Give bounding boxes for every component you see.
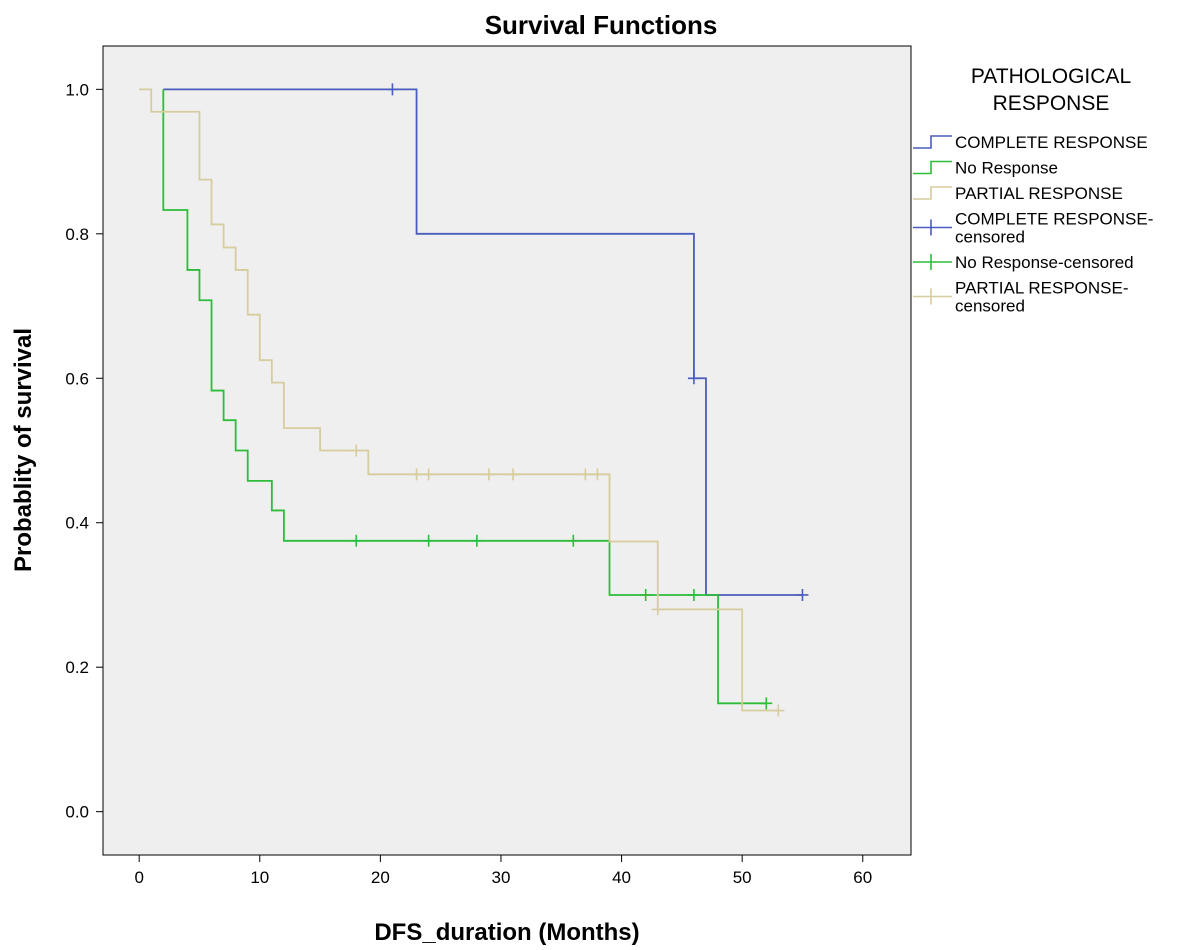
legend-item: No Response — [913, 159, 1058, 178]
censor-mark — [651, 603, 664, 616]
legend-title-line: RESPONSE — [993, 92, 1110, 115]
censor-mark — [772, 704, 785, 717]
censor-mark — [687, 588, 700, 601]
legend-label: censored — [955, 297, 1025, 316]
series-line — [139, 88, 779, 712]
legend-label: PARTIAL RESPONSE — [955, 184, 1123, 203]
x-tick-label: 50 — [733, 868, 752, 887]
legend-item: No Response-censored — [913, 253, 1134, 272]
series-line — [162, 89, 767, 705]
series-layer — [139, 83, 809, 717]
legend-swatch — [913, 288, 952, 305]
y-tick-label: 0.4 — [65, 514, 89, 533]
censor-mark — [579, 468, 592, 481]
y-axis-title: Probablity of survival — [10, 328, 37, 572]
legend-swatch — [913, 254, 952, 270]
x-tick-label: 10 — [250, 868, 269, 887]
legend-label: No Response-censored — [955, 253, 1134, 272]
legend-swatch — [913, 160, 952, 175]
series-group — [162, 89, 773, 710]
y-tick-label: 0.2 — [65, 658, 89, 677]
legend-swatch — [913, 186, 952, 200]
censor-mark — [482, 468, 495, 481]
y-tick-label: 0.6 — [65, 369, 89, 388]
x-tick-label: 0 — [134, 868, 143, 887]
censor-mark — [567, 534, 580, 547]
legend-label: PARTIAL RESPONSE- — [955, 279, 1129, 298]
legend-label: COMPLETE RESPONSE — [955, 133, 1148, 152]
y-tick-label: 0.8 — [65, 225, 89, 244]
censor-mark — [591, 468, 604, 481]
censor-mark — [410, 468, 423, 481]
legend: PATHOLOGICAL RESPONSE COMPLETE RESPONSE No … — [913, 65, 1153, 316]
censor-mark — [350, 444, 363, 457]
censor-mark — [760, 697, 773, 710]
censor-mark — [386, 83, 399, 96]
legend-label: No Response — [955, 159, 1058, 178]
legend-item: PARTIAL RESPONSE — [913, 184, 1123, 203]
plot-area — [102, 45, 912, 856]
y-tick-label: 1.0 — [65, 80, 89, 99]
legend-item: PARTIAL RESPONSE-censored — [913, 279, 1129, 316]
y-axis: 0.0 0.2 0.4 0.6 0.8 1.0 — [65, 80, 103, 822]
censor-mark — [507, 468, 520, 481]
legend-title-line: PATHOLOGICAL — [971, 65, 1131, 88]
x-axis: 0 10 20 30 40 50 60 — [134, 855, 872, 887]
legend-swatch — [913, 219, 952, 236]
legend-item: COMPLETE RESPONSE-censored — [913, 210, 1153, 247]
x-tick-label: 30 — [492, 868, 511, 887]
censor-mark — [350, 534, 363, 547]
x-tick-label: 60 — [853, 868, 872, 887]
censor-mark — [422, 534, 435, 547]
legend-swatch — [913, 135, 952, 149]
censor-mark — [639, 588, 652, 601]
series-group — [139, 88, 785, 717]
series-group — [163, 83, 809, 601]
x-tick-label: 40 — [612, 868, 631, 887]
y-tick-label: 0.0 — [65, 803, 89, 822]
censor-mark — [422, 468, 435, 481]
censor-mark — [687, 372, 700, 385]
censor-mark — [470, 534, 483, 547]
series-line — [163, 88, 803, 596]
censor-mark — [796, 588, 809, 601]
legend-label: censored — [955, 228, 1025, 247]
legend-label: COMPLETE RESPONSE- — [955, 210, 1153, 229]
legend-item: COMPLETE RESPONSE — [913, 133, 1148, 152]
x-tick-label: 20 — [371, 868, 390, 887]
x-axis-title: DFS_duration (Months) — [374, 919, 639, 946]
chart-title: Survival Functions — [485, 10, 718, 40]
